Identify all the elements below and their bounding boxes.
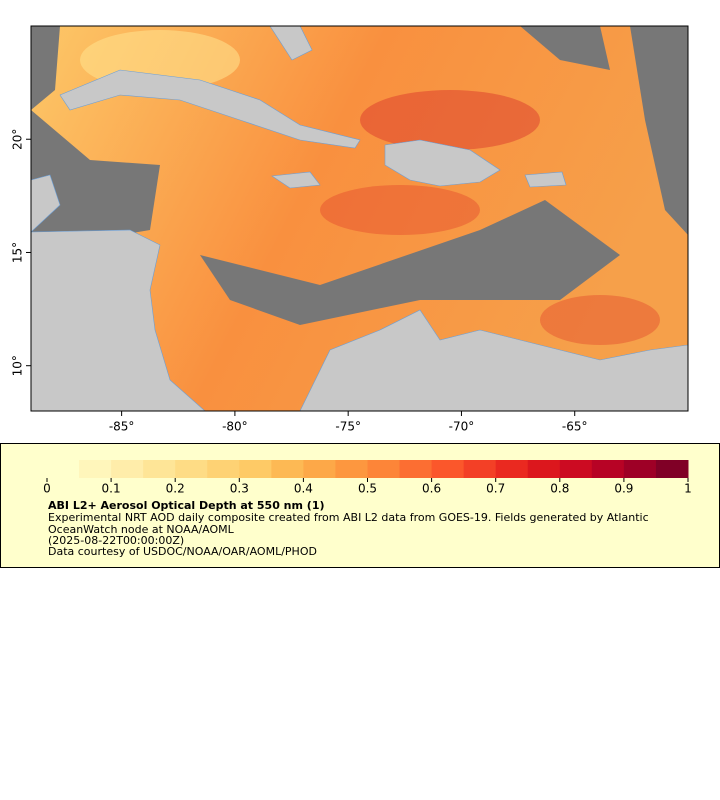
colorbar-segment <box>367 460 401 478</box>
colorbar-segment <box>175 460 208 478</box>
colorbar-segment <box>79 460 112 478</box>
colorbar-segment <box>495 460 529 478</box>
colorbar-segment <box>271 460 304 478</box>
colorbar-segment <box>111 460 144 478</box>
colorbar-tick-label: 0.4 <box>294 482 313 496</box>
x-tick-label: -85° <box>109 420 135 434</box>
colorbar-segment <box>207 460 240 478</box>
colorbar-tick-label: 0.5 <box>358 482 377 496</box>
colorbar-segment <box>527 460 561 478</box>
x-tick-label: -75° <box>335 420 361 434</box>
x-tick-label: -65° <box>562 420 588 434</box>
colorbar-tick-label: 0.3 <box>230 482 249 496</box>
colorbar-tick-label: 0.9 <box>614 482 633 496</box>
map <box>31 26 688 411</box>
colorbar-segment <box>47 460 80 478</box>
colorbar-segment <box>623 460 657 478</box>
aod-high <box>540 295 660 345</box>
colorbar-segment <box>239 460 272 478</box>
y-tick-label: 10° <box>11 355 25 376</box>
colorbar-segment <box>559 460 593 478</box>
colorbar-segment <box>431 460 465 478</box>
legend-title: ABI L2+ Aerosol Optical Depth at 550 nm … <box>48 499 325 512</box>
colorbar-tick-label: 0 <box>43 482 51 496</box>
colorbar-segment <box>655 460 689 478</box>
colorbar-segment <box>335 460 368 478</box>
x-tick-label: -70° <box>449 420 475 434</box>
colorbar-tick-label: 1 <box>684 482 692 496</box>
colorbar-segment <box>143 460 176 478</box>
colorbar-tick-label: 0.7 <box>486 482 505 496</box>
colorbar-segment <box>399 460 433 478</box>
colorbar-tick-label: 0.8 <box>550 482 569 496</box>
colorbar-tick-label: 0.1 <box>102 482 121 496</box>
land <box>31 26 688 411</box>
y-tick-label: 15° <box>11 242 25 263</box>
legend-description: Experimental NRT AOD daily composite cre… <box>48 511 649 536</box>
map-frame <box>30 25 689 412</box>
colorbar-segment <box>463 460 497 478</box>
aod-high <box>320 185 480 235</box>
y-tick-label: 20° <box>11 129 25 150</box>
axes: -85° -80° -75° -70° -65° 10° 15° 20° 0 0.1 0.2 0.3 0… <box>11 129 692 496</box>
colorbar-tick-label: 0.6 <box>422 482 441 496</box>
aod-high <box>360 90 540 150</box>
legend-credit: Data courtesy of USDOC/NOAA/OAR/AOML/PHO… <box>48 545 317 558</box>
legend-time: (2025-08-22T00:00:00Z) <box>48 534 185 547</box>
colorbar-segment <box>303 460 336 478</box>
colorbar-segment <box>591 460 625 478</box>
x-tick-label: -80° <box>222 420 248 434</box>
colorbar-tick-label: 0.2 <box>166 482 185 496</box>
